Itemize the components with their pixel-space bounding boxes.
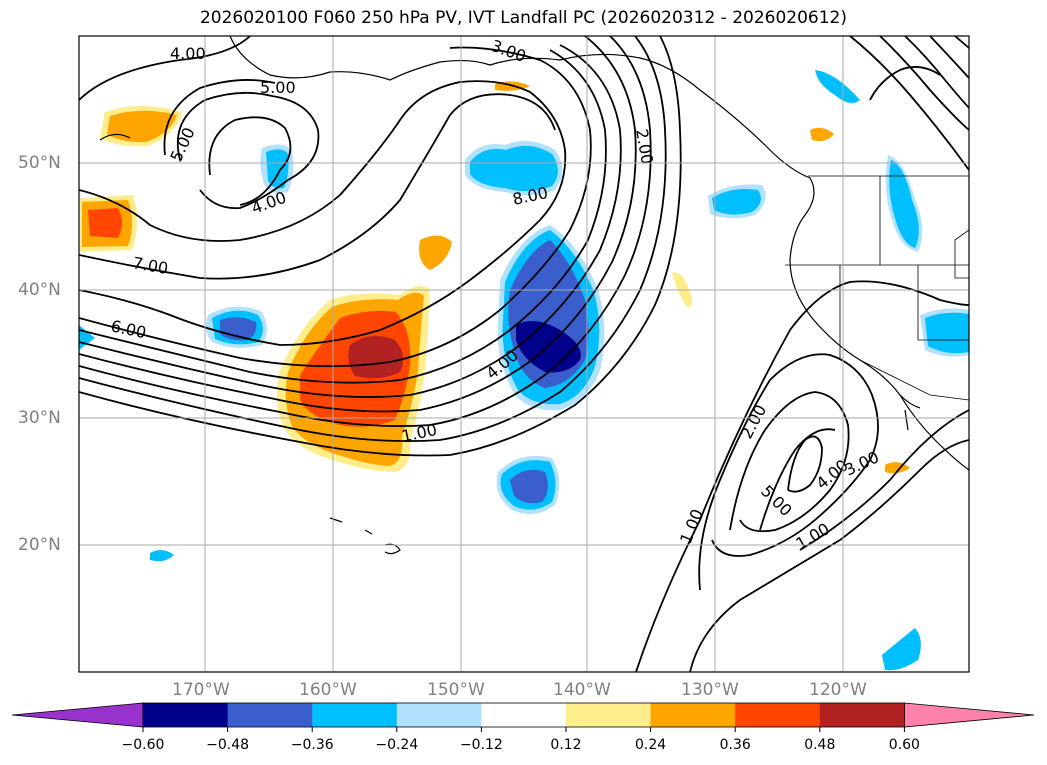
colorbar-tick-label: −0.60: [121, 737, 165, 753]
colorbar-segment: [481, 703, 567, 727]
colorbar-tick-label: −0.48: [206, 737, 250, 753]
contour-label: 4.00: [170, 44, 206, 63]
colorbar-tick-label: 0.36: [719, 737, 751, 753]
colorbar-segment: [650, 703, 736, 727]
lat-label: 30°N: [18, 408, 61, 428]
lat-label: 20°N: [18, 535, 61, 555]
colorbar-tick-label: 0.48: [804, 737, 836, 753]
ivt-contours: [79, 36, 682, 457]
colorbar: [11, 702, 1035, 732]
lat-label: 40°N: [18, 280, 61, 300]
lon-label: 150°W: [427, 680, 485, 700]
lon-label: 160°W: [299, 680, 357, 700]
colorbar-tick-label: 0.24: [635, 737, 667, 753]
colorbar-tick-label: 0.60: [888, 737, 920, 753]
map-frame: [78, 35, 970, 673]
colorbar-segment: [566, 703, 652, 727]
colorbar-segment: [735, 703, 821, 727]
lon-label: 140°W: [553, 680, 611, 700]
colorbar-extend-min: [11, 702, 144, 728]
colorbar-segment: [143, 703, 229, 727]
colorbar-frame: [142, 702, 905, 728]
map-title: 2026020100 F060 250 hPa PV, IVT Landfall…: [199, 8, 847, 28]
graticule: [79, 36, 969, 672]
political-borders: [785, 175, 969, 401]
ivt-contours-east: [635, 36, 969, 672]
colorbar-tick-label: 0.12: [550, 737, 582, 753]
colorbar-tick-label: −0.12: [459, 737, 503, 753]
lon-label: 130°W: [681, 680, 739, 700]
colorbar-segment: [227, 703, 313, 727]
lon-label: 120°W: [809, 680, 867, 700]
colorbar-tick-label: −0.24: [375, 737, 419, 753]
colorbar-segment: [312, 703, 398, 727]
lat-label: 50°N: [18, 153, 61, 173]
contour-label: 5.00: [260, 78, 296, 97]
lon-label: 170°W: [172, 680, 230, 700]
colorbar-tick-label: −0.36: [290, 737, 334, 753]
colorbar-extend-max: [904, 702, 1035, 728]
colorbar-segment: [819, 703, 905, 727]
colorbar-segment: [396, 703, 482, 727]
